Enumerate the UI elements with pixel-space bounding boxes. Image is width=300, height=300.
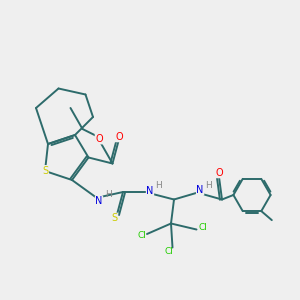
Text: Cl: Cl bbox=[137, 231, 146, 240]
Text: H: H bbox=[105, 190, 112, 199]
Text: H: H bbox=[156, 181, 162, 190]
Text: S: S bbox=[42, 166, 48, 176]
Text: N: N bbox=[95, 196, 103, 206]
Text: N: N bbox=[146, 185, 154, 196]
Text: Cl: Cl bbox=[198, 224, 207, 232]
Text: Cl: Cl bbox=[164, 248, 173, 256]
Text: O: O bbox=[95, 134, 103, 144]
Text: H: H bbox=[205, 181, 212, 190]
Text: O: O bbox=[216, 168, 224, 178]
Text: O: O bbox=[115, 132, 123, 142]
Text: S: S bbox=[112, 213, 118, 223]
Text: N: N bbox=[196, 185, 204, 195]
